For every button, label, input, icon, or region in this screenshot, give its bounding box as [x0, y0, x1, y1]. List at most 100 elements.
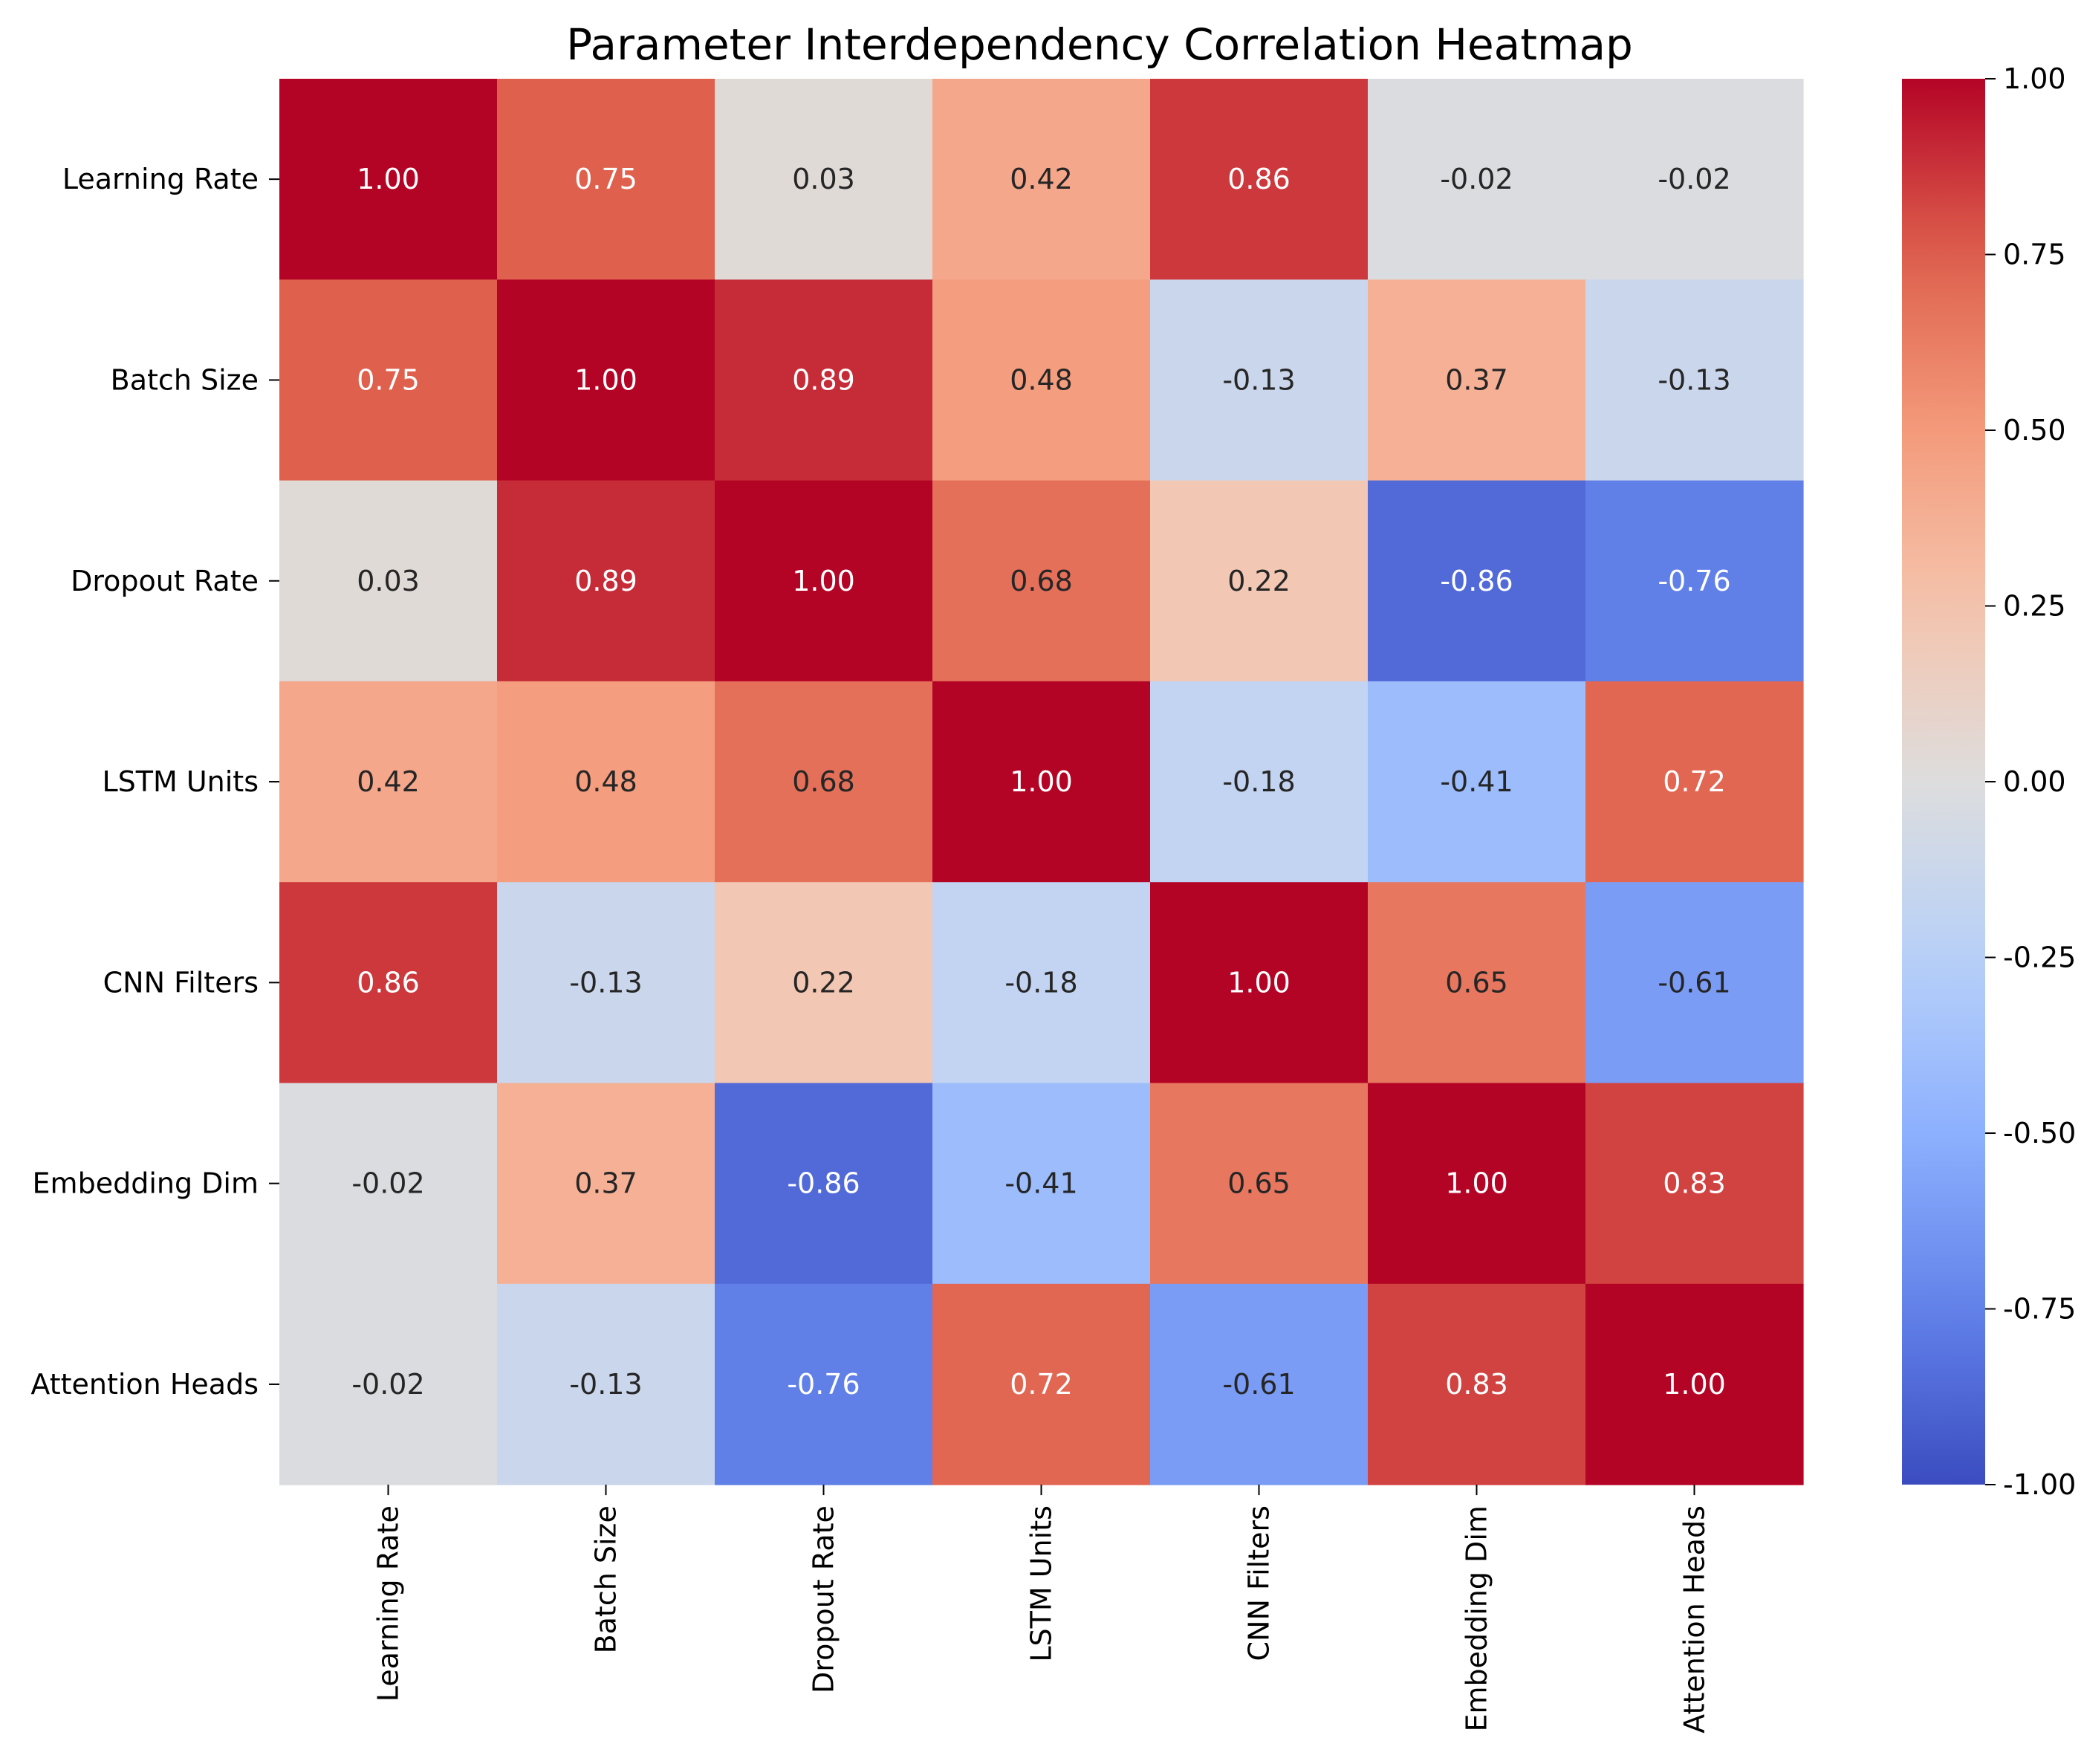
- x-tick-label: Embedding Dim: [1461, 1505, 1493, 1731]
- heatmap-cell: [932, 882, 1151, 1084]
- cell-value-label: -0.13: [1658, 363, 1730, 396]
- heatmap-cell: [715, 882, 933, 1084]
- heatmap-cell: [279, 1083, 498, 1285]
- heatmap-cell: [1368, 279, 1586, 481]
- cell-value-label: -0.02: [351, 1167, 424, 1200]
- colorbar-tick-label: 0.25: [2003, 590, 2066, 623]
- cell-value-label: -0.41: [1440, 765, 1513, 798]
- heatmap-cell: [715, 480, 933, 682]
- cell-value-label: -0.86: [787, 1167, 860, 1200]
- cell-value-label: -0.18: [1004, 966, 1077, 999]
- cell-value-label: 0.22: [1227, 565, 1291, 597]
- cell-value-label: -0.02: [351, 1368, 424, 1401]
- heatmap-cell: [1585, 279, 1804, 481]
- cell-value-label: -0.02: [1440, 163, 1513, 195]
- heatmap-cell: [497, 79, 715, 280]
- cell-value-label: 1.00: [357, 163, 420, 195]
- heatmap-cell: [932, 79, 1151, 280]
- heatmap-cell: [1150, 79, 1369, 280]
- heatmap-cell: [1150, 279, 1369, 481]
- heatmap-cell: [1585, 480, 1804, 682]
- heatmap-cell: [1585, 79, 1804, 280]
- cell-value-label: 0.72: [1010, 1368, 1073, 1401]
- heatmap-cell: [932, 1283, 1151, 1485]
- heatmap-cell: [1585, 1083, 1804, 1285]
- cell-value-label: -0.61: [1222, 1368, 1295, 1401]
- y-tick-label: Batch Size: [111, 363, 259, 396]
- cell-value-label: 0.65: [1445, 966, 1508, 999]
- cell-value-label: 0.89: [574, 565, 637, 597]
- cell-value-label: 1.00: [1010, 765, 1073, 798]
- heatmap-cell: [1150, 1083, 1369, 1285]
- x-tick-label: Learning Rate: [372, 1505, 405, 1702]
- cell-value-label: 1.00: [1227, 966, 1291, 999]
- heatmap-cell: [279, 882, 498, 1084]
- heatmap-cell: [1585, 882, 1804, 1084]
- cell-value-label: 1.00: [574, 363, 637, 396]
- heatmap-cell: [1585, 1283, 1804, 1485]
- cell-value-label: -0.76: [1658, 565, 1730, 597]
- colorbar-tick-label: -0.25: [2003, 941, 2076, 974]
- cell-value-label: -0.18: [1222, 765, 1295, 798]
- heatmap-cell: [1368, 1283, 1586, 1485]
- cell-value-label: 0.86: [357, 966, 420, 999]
- chart-title: Parameter Interdependency Correlation He…: [566, 19, 1633, 70]
- y-tick-label: Learning Rate: [62, 163, 259, 195]
- cell-value-label: 0.22: [792, 966, 855, 999]
- cell-value-label: 0.83: [1663, 1167, 1726, 1200]
- y-tick-label: Dropout Rate: [71, 565, 259, 597]
- y-tick-label: CNN Filters: [103, 966, 259, 999]
- cell-value-label: 0.89: [792, 363, 855, 396]
- colorbar-axis: 1.00 0.75 0.50 0.25 0.00 -0.25 -0.50 -0.75 -1.00: [1985, 62, 2076, 1501]
- colorbar-tick-label: 1.00: [2003, 62, 2066, 95]
- heatmap-cell: [1368, 681, 1586, 883]
- heatmap-cell: [279, 480, 498, 682]
- y-tick-label: Attention Heads: [30, 1368, 259, 1401]
- cell-value-label: -0.41: [1004, 1167, 1077, 1200]
- heatmap-cell: [932, 480, 1151, 682]
- heatmap-cell: [715, 79, 933, 280]
- heatmap-cell: [1150, 1283, 1369, 1485]
- heatmap-cell: [715, 1083, 933, 1285]
- cell-value-label: 1.00: [792, 565, 855, 597]
- y-axis: Learning Rate Batch Size Dropout Rate LSTM …: [30, 163, 279, 1401]
- x-tick-label: Attention Heads: [1678, 1505, 1711, 1734]
- y-tick-label: LSTM Units: [102, 765, 259, 798]
- colorbar-tick-label: -0.75: [2003, 1293, 2076, 1326]
- heatmap-cells: [279, 79, 1804, 1485]
- heatmap-cell: [279, 1283, 498, 1485]
- cell-value-label: 0.65: [1227, 1167, 1291, 1200]
- cell-value-label: 0.03: [357, 565, 420, 597]
- cell-value-label: 1.00: [1663, 1368, 1726, 1401]
- cell-value-label: 0.86: [1227, 163, 1291, 195]
- heatmap-cell: [1368, 480, 1586, 682]
- heatmap-cell: [715, 681, 933, 883]
- heatmap-cell: [932, 1083, 1151, 1285]
- cell-value-label: 0.03: [792, 163, 855, 195]
- x-tick-label: CNN Filters: [1243, 1505, 1276, 1661]
- heatmap-cell-labels: 1.00 0.75 0.03 0.42 0.86 -0.02 -0.02 0.75 1.00 0.…: [351, 163, 1730, 1401]
- cell-value-label: -0.13: [1222, 363, 1295, 396]
- heatmap-cell: [497, 882, 715, 1084]
- colorbar-tick-label: 0.00: [2003, 765, 2066, 798]
- cell-value-label: -0.76: [787, 1368, 860, 1401]
- heatmap-cell: [932, 279, 1151, 481]
- cell-value-label: 0.68: [792, 765, 855, 798]
- heatmap-cell: [715, 1283, 933, 1485]
- colorbar-tick-label: -1.00: [2003, 1468, 2076, 1501]
- x-tick-label: Dropout Rate: [808, 1505, 840, 1693]
- y-tick-label: Embedding Dim: [33, 1167, 259, 1200]
- heatmap-cell: [1368, 79, 1586, 280]
- colorbar: [1902, 79, 1985, 1485]
- heatmap-cell: [497, 279, 715, 481]
- heatmap-cell: [497, 1283, 715, 1485]
- colorbar-tick-label: 0.75: [2003, 239, 2066, 271]
- x-axis: Learning Rate Batch Size Dropout Rate LSTM …: [372, 1485, 1711, 1734]
- cell-value-label: 0.42: [357, 765, 420, 798]
- cell-value-label: 1.00: [1445, 1167, 1508, 1200]
- heatmap-cell: [932, 681, 1151, 883]
- colorbar-tick-label: -0.50: [2003, 1117, 2076, 1149]
- heatmap-cell: [715, 279, 933, 481]
- heatmap-cell: [1368, 1083, 1586, 1285]
